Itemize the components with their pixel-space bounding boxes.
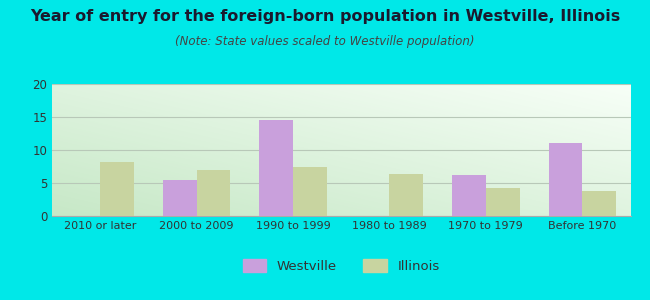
Bar: [549, 143, 582, 216]
Bar: [163, 180, 196, 216]
Bar: [389, 174, 423, 216]
Text: (Note: State values scaled to Westville population): (Note: State values scaled to Westville …: [176, 34, 474, 47]
Bar: [452, 175, 486, 216]
Legend: Westville, Illinois: Westville, Illinois: [237, 253, 445, 278]
Bar: [486, 188, 519, 216]
Bar: [100, 162, 134, 216]
Text: Year of entry for the foreign-born population in Westville, Illinois: Year of entry for the foreign-born popul…: [30, 9, 620, 24]
Bar: [196, 170, 230, 216]
Bar: [582, 191, 616, 216]
Bar: [293, 167, 327, 216]
Bar: [259, 120, 293, 216]
